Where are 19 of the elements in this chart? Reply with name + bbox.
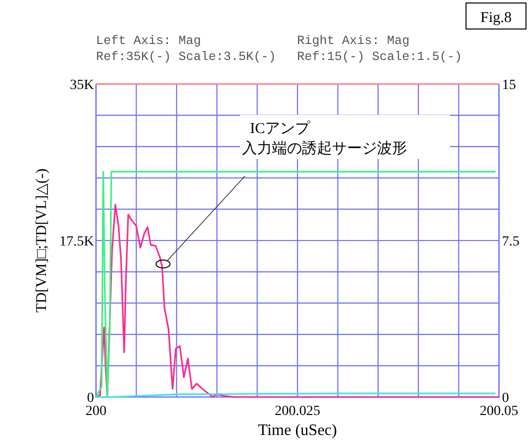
y-tick-label: 0 (87, 391, 94, 406)
y2-tick-label: 0 (502, 391, 509, 406)
x-axis-title: Time (uSec) (258, 422, 337, 439)
y2-tick-label: 7.5 (502, 234, 520, 250)
text: Left Axis: Mag (96, 34, 202, 48)
y-tick-label: 35K (70, 78, 94, 93)
annotation: ICアンプ (250, 120, 311, 137)
y-tick-label: 17.5K (59, 234, 94, 250)
x-tick-label: 200.05 (480, 404, 518, 419)
x-tick-label: 200 (86, 404, 106, 419)
y2-tick-label: 15 (502, 78, 516, 93)
line-series (95, 170, 496, 398)
text: Right Axis: Mag (297, 34, 410, 48)
text: Ref:35K(-) Scale:3.5K(-) (96, 50, 276, 64)
x-tick-label: 200.025 (274, 404, 320, 419)
text: Ref:15(-) Scale:1.5(-) (297, 50, 462, 64)
y-axis-title: TD[VM]□;TD[VL]△(-) (34, 168, 50, 312)
chart-title: Fig.8 (480, 10, 512, 26)
annotation: 入力端の誘起サージ波形 (242, 140, 407, 157)
